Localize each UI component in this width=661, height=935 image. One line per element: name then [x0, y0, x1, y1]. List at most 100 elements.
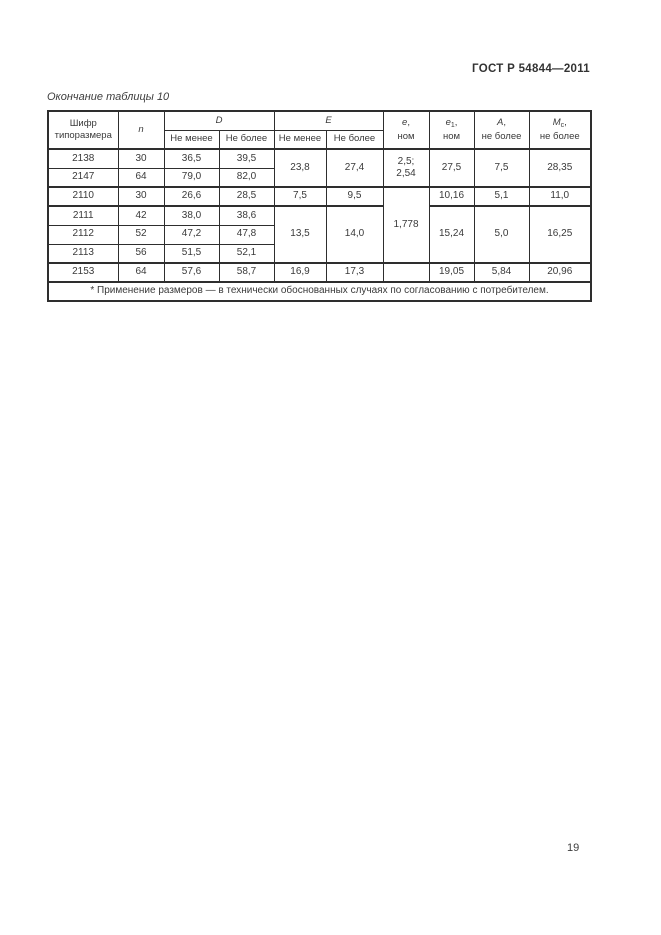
- cell-a: 7,5: [473, 148, 530, 188]
- doc-number: ГОСТ Р 54844—2011: [472, 63, 590, 75]
- table-body: 2138 30 36,5 39,5 23,8 27,4 2,5; 2,54 27…: [47, 148, 592, 302]
- cell-code: 2153: [47, 262, 119, 283]
- cell-e-max: 17,3: [325, 262, 384, 283]
- cell-d-min: 26,6: [163, 186, 220, 207]
- cell-m: 20,96: [528, 262, 592, 283]
- cell-n: 42: [117, 205, 165, 226]
- m-comma: ,: [564, 117, 567, 129]
- cell-a: 5,84: [473, 262, 530, 283]
- cell-e-nom-empty: [382, 262, 430, 283]
- cell-e-nom: 1,778: [382, 186, 430, 264]
- col-header-d-symbol: D: [215, 114, 223, 126]
- table-row-2147: 2147 64 79,0 82,0: [47, 167, 591, 188]
- col-header-m-line1: Mс,: [552, 117, 567, 130]
- col-header-code: Шифр типоразмера: [47, 110, 119, 150]
- e1-symbol: e: [445, 117, 451, 129]
- e1-comma: ,: [454, 117, 458, 129]
- cell-a: 5,1: [473, 186, 530, 207]
- cell-a: 5,0: [473, 205, 530, 264]
- col-header-n: n: [117, 110, 165, 150]
- cell-code: 2138: [47, 148, 119, 169]
- cell-d-max: 47,8: [218, 224, 275, 245]
- a-symbol: A: [497, 117, 504, 129]
- cell-d-max: 82,0: [218, 167, 275, 188]
- cell-d-min: 79,0: [163, 167, 220, 188]
- data-table: Шифр типоразмера n D E e, ном e1, ном A, не…: [47, 110, 592, 302]
- cell-n: 30: [117, 148, 165, 169]
- col-header-a-line2: не более: [481, 130, 522, 142]
- table-footnote: * Применение размеров — в технически обо…: [47, 281, 592, 302]
- col-header-e-symbol: E: [325, 114, 332, 126]
- col-header-e1-nom-line2: ном: [442, 130, 461, 142]
- cell-code: 2113: [47, 243, 119, 264]
- cell-e1-nom: 10,16: [428, 186, 475, 207]
- col-header-e-min: Не менее: [273, 129, 327, 150]
- cell-m: 16,25: [528, 205, 592, 264]
- col-header-a-line1: A,: [497, 117, 506, 128]
- cell-d-min: 57,6: [163, 262, 220, 283]
- e-symbol: e: [402, 117, 408, 129]
- cell-e-min: 7,5: [273, 186, 327, 207]
- col-header-m-line2: не более: [539, 130, 580, 142]
- cell-n: 64: [117, 262, 165, 283]
- col-header-e-nom: e, ном: [382, 110, 430, 150]
- cell-e-max: 14,0: [325, 205, 384, 264]
- cell-e1-nom: 27,5: [428, 148, 475, 188]
- table-row-2112: 2112 52 47,2 47,8: [47, 224, 591, 245]
- cell-m: 28,35: [528, 148, 592, 188]
- footnote-row: * Применение размеров — в технически обо…: [47, 281, 592, 302]
- cell-d-min: 38,0: [163, 205, 220, 226]
- cell-d-min: 51,5: [163, 243, 220, 264]
- col-header-e-nom-line2: ном: [397, 130, 415, 142]
- table-row-2111: 2111 42 38,0 38,6 13,5 14,0 15,24 5,0 16…: [47, 205, 592, 264]
- m-subscript: с: [560, 122, 565, 130]
- table-row-2153: 2153 64 57,6 58,7 16,9 17,3 19,05 5,84 2…: [47, 262, 592, 283]
- cell-code: 2110: [47, 186, 119, 207]
- cell-e-max: 27,4: [325, 148, 384, 188]
- cell-e1-nom: 19,05: [428, 262, 475, 283]
- table-header: Шифр типоразмера n D E e, ном e1, ном A, не…: [47, 110, 592, 150]
- cell-code: 2112: [47, 224, 119, 245]
- cell-d-min: 36,5: [163, 148, 220, 169]
- cell-e-min: 13,5: [273, 205, 327, 264]
- table-row-2110: 2110 30 26,6 28,5 7,5 9,5 1,778 10,16 5,…: [47, 186, 592, 264]
- col-header-a: A, не более: [473, 110, 530, 150]
- cell-code: 2147: [47, 167, 119, 188]
- col-header-n-symbol: n: [138, 124, 144, 136]
- col-header-d-group: D: [163, 110, 275, 131]
- header-row-1: Шифр типоразмера n D E e, ном e1, ном A, не…: [47, 110, 592, 150]
- table-caption: Окончание таблицы 10: [47, 91, 170, 103]
- cell-d-max: 39,5: [218, 148, 275, 169]
- col-header-d-max: Не более: [218, 129, 275, 150]
- cell-e-max: 9,5: [325, 186, 384, 207]
- cell-d-max: 38,6: [218, 205, 275, 226]
- a-comma: ,: [503, 117, 506, 129]
- cell-d-max: 58,7: [218, 262, 275, 283]
- col-header-e-nom-line1: e,: [402, 117, 410, 128]
- table-row-2138: 2138 30 36,5 39,5 23,8 27,4 2,5; 2,54 27…: [47, 148, 592, 188]
- cell-m: 11,0: [528, 186, 592, 207]
- cell-d-min: 47,2: [163, 224, 220, 245]
- cell-n: 56: [117, 243, 165, 264]
- col-header-m: Mс, не более: [528, 110, 592, 150]
- m-symbol: M: [552, 117, 561, 129]
- col-header-e1-nom: e1, ном: [428, 110, 475, 150]
- cell-n: 30: [117, 186, 165, 207]
- cell-e-min: 16,9: [273, 262, 327, 283]
- cell-e-nom: 2,5; 2,54: [382, 148, 430, 188]
- col-header-d-min: Не менее: [163, 129, 220, 150]
- cell-e-min: 23,8: [273, 148, 327, 188]
- cell-d-max: 28,5: [218, 186, 275, 207]
- cell-n: 52: [117, 224, 165, 245]
- cell-n: 64: [117, 167, 165, 188]
- e-comma: ,: [407, 117, 410, 129]
- page-number: 19: [567, 842, 580, 854]
- col-header-e-group: E: [273, 110, 384, 131]
- cell-d-max: 52,1: [218, 243, 275, 264]
- col-header-e-max: Не более: [325, 129, 384, 150]
- e1-subscript: 1: [450, 122, 455, 130]
- table-row-2113: 2113 56 51,5 52,1: [47, 243, 591, 264]
- col-header-e1-nom-line1: e1,: [445, 117, 458, 130]
- cell-e1-nom: 15,24: [428, 205, 475, 264]
